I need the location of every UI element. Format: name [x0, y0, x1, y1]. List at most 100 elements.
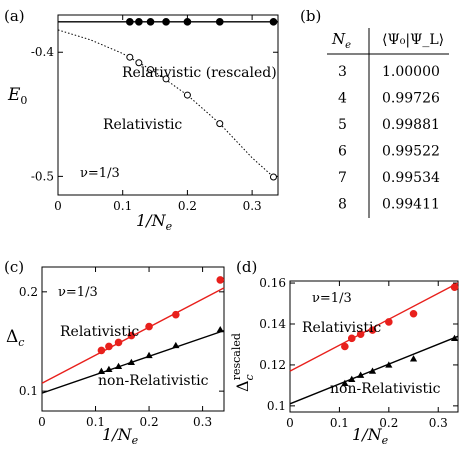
- panel-d-xtick-label: 0.2: [379, 416, 398, 430]
- table-cell-overlap: 0.99534: [382, 170, 440, 186]
- point-non-relativistic: [172, 341, 180, 349]
- table-cell-overlap: 0.99522: [382, 144, 440, 160]
- panel-c-marks: [41, 276, 225, 394]
- table-cell-ne: 3: [338, 64, 347, 80]
- panel-a-ytick-label: -0.4: [31, 45, 55, 59]
- point-relativistic: [172, 310, 180, 319]
- panel-a-ylabel: E0: [7, 85, 27, 107]
- point-relativistic: [147, 66, 155, 74]
- point-relativistic: [145, 322, 153, 331]
- panel-a-xlabel: 1/Ne: [136, 211, 173, 233]
- point-relativistic-rescaled: [146, 18, 155, 26]
- point-non-relativistic: [216, 325, 224, 333]
- point-relativistic: [114, 338, 123, 347]
- point-non-relativistic: [105, 365, 113, 372]
- panel-a-marks: [57, 18, 278, 181]
- point-non-relativistic: [450, 334, 459, 342]
- panel-a-nu-label: ν=1/3: [80, 166, 120, 181]
- panel-d-marks: [289, 282, 459, 405]
- point-relativistic: [135, 59, 143, 67]
- panel-a: (a) 0 0.1 0.2 0.3 -0.4 -0.5 E0 Relativistic (…: [4, 7, 279, 233]
- table-cell-overlap: 0.99411: [382, 197, 440, 213]
- point-non-relativistic: [97, 367, 106, 374]
- panel-c-ytick-label: 0.1: [19, 384, 38, 398]
- panel-d-ytick-label: 0.1: [267, 399, 286, 413]
- panel-d-axes: 0 0.1 0.2 0.30.160.140.120.1: [259, 276, 458, 430]
- panel-c-xtick-label: 0: [38, 415, 46, 429]
- table-cell-overlap: 0.99726: [382, 91, 440, 107]
- table-cell-ne: 7: [338, 170, 347, 186]
- point-relativistic-rescaled: [126, 18, 134, 26]
- table-cell-overlap: 1.00000: [382, 64, 440, 80]
- panel-a-xtick-label: 0.3: [243, 199, 262, 213]
- panel-c-xtick-label: 0.2: [140, 415, 159, 429]
- point-relativistic-rescaled: [215, 18, 224, 26]
- fit-line-relativistic: [57, 29, 274, 178]
- table-cell-ne: 5: [338, 117, 347, 133]
- panel-b: (b) Ne ⟨Ψ₀|Ψ_L⟩ 3 1.00000 4 0.99726 5 0.99881…: [300, 7, 449, 218]
- point-relativistic: [183, 91, 191, 99]
- point-relativistic-rescaled: [135, 18, 143, 26]
- table-header-overlap: ⟨Ψ₀|Ψ_L⟩: [382, 32, 444, 48]
- table-cell-ne: 4: [338, 91, 347, 107]
- table-body: 3 1.00000 4 0.99726 5 0.99881 6 0.99522 7 0.99534…: [338, 64, 440, 213]
- point-relativistic: [105, 342, 113, 351]
- panel-c-tag: (c): [4, 258, 24, 276]
- panel-d-xtick-label: 0.3: [429, 416, 448, 430]
- panel-c-xtick-label: 0.1: [86, 415, 105, 429]
- point-relativistic-rescaled: [269, 18, 278, 26]
- panel-d-nu-label: ν=1/3: [312, 291, 352, 306]
- panel-c-ytick-label: 0.2: [19, 285, 38, 299]
- point-relativistic: [162, 75, 170, 83]
- panel-a-axes: 0 0.1 0.2 0.3 -0.4 -0.5: [31, 15, 278, 213]
- table-header-ne: Ne: [331, 30, 351, 51]
- panel-c-xlabel: 1/Ne: [102, 425, 139, 447]
- fit-line-non-relativistic: [289, 335, 459, 405]
- panel-c-nu-label: ν=1/3: [58, 285, 98, 300]
- panel-c-xtick-label: 0.3: [193, 415, 212, 429]
- point-non-relativistic: [357, 371, 365, 378]
- panel-a-xtick-label: 0: [54, 199, 62, 213]
- panel-a-label-rescaled: Relativistic (rescaled): [122, 65, 277, 81]
- table-cell-overlap: 0.99881: [382, 117, 440, 133]
- panel-c-ylabel: Δc: [6, 327, 24, 349]
- panel-d-frame: [289, 280, 459, 413]
- point-relativistic: [127, 331, 136, 340]
- panel-d: (d) 0 0.1 0.2 0.30.160.140.120.1 Δcrescaled…: [230, 258, 459, 447]
- point-relativistic: [216, 276, 225, 284]
- point-non-relativistic: [409, 355, 418, 362]
- panel-a-label-rel: Relativistic: [103, 117, 182, 133]
- panel-a-ytick-label: -0.5: [31, 169, 54, 183]
- table-cell-ne: 6: [338, 144, 347, 160]
- point-relativistic: [347, 334, 356, 343]
- panel-a-xtick-label: 0.2: [178, 199, 197, 213]
- point-relativistic: [341, 342, 349, 351]
- point-non-relativistic: [127, 358, 135, 366]
- point-non-relativistic: [385, 361, 393, 368]
- panel-a-xtick-label: 0.1: [113, 199, 132, 213]
- panel-d-ylabel: Δcrescaled: [230, 333, 256, 392]
- point-relativistic-rescaled: [183, 18, 192, 26]
- panel-d-ytick-label: 0.12: [259, 358, 286, 372]
- panel-c-axes: 0 0.1 0.2 0.3 0.2 0.1: [19, 267, 224, 429]
- point-non-relativistic: [341, 379, 349, 387]
- point-relativistic: [385, 318, 393, 326]
- panel-d-tag: (d): [236, 258, 257, 276]
- point-relativistic: [126, 53, 134, 61]
- panel-d-label-nonrel: non-Relativistic: [330, 381, 441, 397]
- point-relativistic-rescaled: [162, 18, 170, 26]
- point-relativistic: [450, 283, 459, 291]
- panel-c-frame: [41, 266, 225, 412]
- panel-b-tag: (b): [300, 7, 321, 25]
- panel-d-label-rel: Relativistic: [302, 320, 381, 336]
- panel-d-xtick-label: 0.1: [330, 416, 349, 430]
- panel-d-xlabel: 1/Ne: [352, 425, 389, 447]
- point-relativistic: [356, 330, 365, 339]
- panel-c-label-nonrel: non-Relativistic: [98, 373, 209, 389]
- point-relativistic: [368, 326, 377, 334]
- point-relativistic: [216, 120, 224, 128]
- point-relativistic: [97, 346, 106, 355]
- table-cell-ne: 8: [338, 197, 347, 213]
- panel-a-frame: [57, 14, 279, 196]
